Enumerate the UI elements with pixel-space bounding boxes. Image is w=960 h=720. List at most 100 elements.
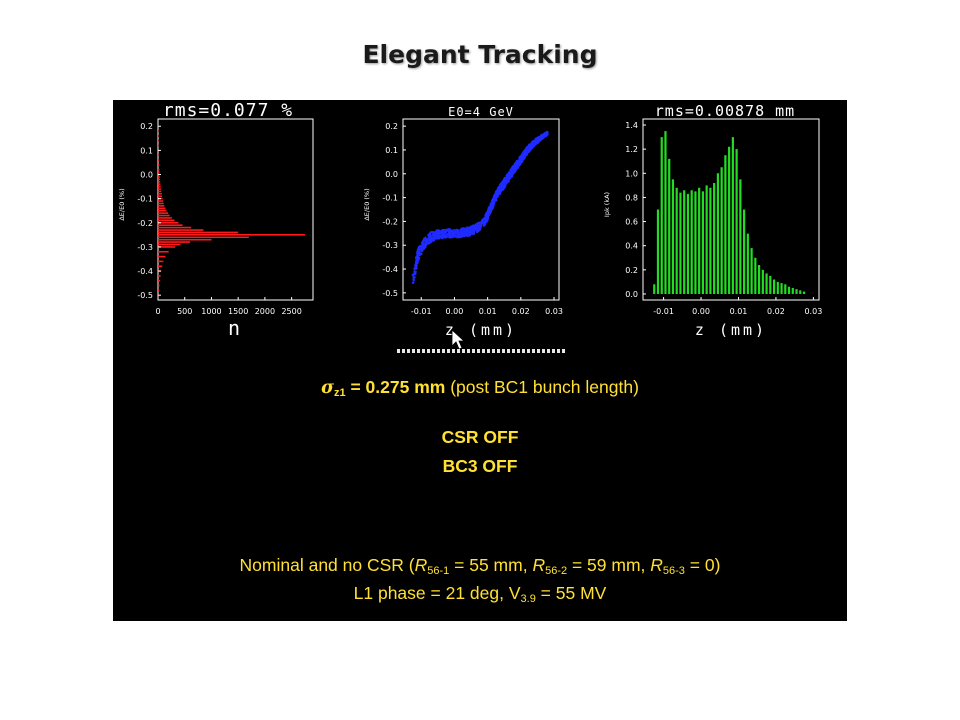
bunch-length-caption: σz1 = 0.275 mm (post BC1 bunch length) xyxy=(113,377,847,399)
scatter-point xyxy=(500,188,503,192)
r2-value: = 59 mm, xyxy=(567,555,651,575)
scatter-point xyxy=(479,224,483,227)
sigma-description: (post BC1 bunch length) xyxy=(445,377,639,397)
scatter-point xyxy=(486,215,490,219)
scatter-point xyxy=(428,232,432,235)
r1-value: = 55 mm, xyxy=(449,555,533,575)
scatter-point xyxy=(433,236,437,240)
scatter-point xyxy=(413,270,416,274)
scatter-point xyxy=(434,234,438,238)
scatter-point xyxy=(540,134,543,138)
y-tick-label: 0.4 xyxy=(625,242,638,251)
r2-subscript: 56-2 xyxy=(545,565,568,577)
plot-frame-2 xyxy=(402,118,560,301)
scatter-point xyxy=(411,281,415,284)
scatter-point xyxy=(468,233,472,237)
x-tick-label: 0.03 xyxy=(804,307,822,316)
y-tick-label: -0.1 xyxy=(382,194,398,203)
plot-frame-1 xyxy=(157,118,314,301)
x-tick-label: 1500 xyxy=(228,307,248,316)
x-tick-label: 2500 xyxy=(281,307,301,316)
x-tick-label: 0.01 xyxy=(479,307,497,316)
r3-subscript: 56-3 xyxy=(662,565,685,577)
scatter-point xyxy=(444,236,448,239)
y-tick-label: 0.8 xyxy=(625,193,638,202)
chart-title-3: rms=0.00878 mm xyxy=(655,102,795,120)
scatter-point xyxy=(496,194,499,198)
y-tick-label: 0.2 xyxy=(140,122,153,131)
x-tick-label: 1000 xyxy=(201,307,221,316)
y-tick-label: 0.2 xyxy=(625,266,638,275)
sigma-symbol: σ xyxy=(321,378,334,398)
scatter-point xyxy=(543,132,547,136)
phase-caption: L1 phase = 21 deg, V3.9 = 55 MV xyxy=(113,583,847,605)
scatter-point xyxy=(448,232,452,235)
scatter-point xyxy=(471,227,475,230)
scatter-point xyxy=(432,239,436,242)
scatter-point xyxy=(424,236,427,240)
x-axis-label-2: z (mm) xyxy=(445,321,517,339)
scatter-point xyxy=(485,218,488,222)
x-tick-label: 0.02 xyxy=(512,307,530,316)
x-tick-label: 0.03 xyxy=(545,307,563,316)
scatter-point xyxy=(522,155,526,159)
scatter-point xyxy=(507,180,510,183)
x-axis-label-1: n xyxy=(228,316,243,340)
y-tick-label: 0.0 xyxy=(385,170,398,179)
scatter-point xyxy=(414,266,418,269)
x-axis-label-3: z (mm) xyxy=(695,321,767,339)
r1-subscript: 56-1 xyxy=(427,565,450,577)
y-tick-label: -0.3 xyxy=(382,241,398,250)
scatter-point xyxy=(513,165,517,168)
scatter-point xyxy=(427,234,431,238)
bc3-status: BC3 OFF xyxy=(442,456,518,476)
y-tick-label: 1.4 xyxy=(625,121,638,130)
y-axis-label-1: ΔE/E0 (%) xyxy=(118,188,126,220)
scatter-point xyxy=(415,264,418,267)
scatter-point xyxy=(527,148,531,152)
footnote-line xyxy=(397,349,567,353)
y-tick-label: -0.2 xyxy=(382,217,398,226)
y-tick-label: 0.0 xyxy=(140,171,153,180)
x-tick-label: -0.01 xyxy=(653,307,674,316)
scatter-point xyxy=(471,225,474,228)
phase-subscript: 3.9 xyxy=(520,593,536,605)
scatter-point xyxy=(424,239,428,242)
scatter-point xyxy=(467,227,471,230)
scatter-point xyxy=(487,206,491,210)
x-tick-label: 0.01 xyxy=(730,307,748,316)
phase-value: = 55 MV xyxy=(535,583,607,603)
scatter-point xyxy=(439,234,443,238)
chart-title-1: rms=0.077 % xyxy=(163,100,293,121)
plots-canvas: 0.20.10.0-0.1-0.2-0.3-0.4-0.50 500 1000 150… xyxy=(118,100,822,350)
y-tick-label: -0.2 xyxy=(137,219,153,228)
scatter-point xyxy=(530,142,533,146)
scatter-point xyxy=(476,228,480,232)
scatter-point xyxy=(427,238,431,241)
scatter-point xyxy=(465,229,469,232)
y-tick-label: -0.4 xyxy=(382,265,398,274)
scatter-point xyxy=(492,202,496,206)
scatter-point xyxy=(437,232,440,235)
csr-status: CSR OFF xyxy=(441,427,519,447)
scatter-point xyxy=(464,232,467,236)
scatter-point xyxy=(489,202,493,205)
scatter-point xyxy=(451,231,455,235)
scatter-point xyxy=(506,176,510,179)
x-tick-label: 0.02 xyxy=(767,307,785,316)
r-symbol-3: R xyxy=(650,555,663,575)
scatter-point xyxy=(412,278,416,282)
scatter-point xyxy=(520,154,524,157)
x-tick-label: 2000 xyxy=(255,307,275,316)
scatter-point xyxy=(480,220,484,223)
scatter-point xyxy=(417,258,420,261)
scatter-point xyxy=(450,229,454,232)
nominal-text: Nominal and no CSR ( xyxy=(239,555,415,575)
scatter-point xyxy=(423,243,427,247)
sigma-value: = 0.275 mm xyxy=(345,377,446,397)
y-tick-label: 1.0 xyxy=(625,169,638,178)
chart-title-2: E0=4 GeV xyxy=(448,105,514,119)
plot-frame-3 xyxy=(642,118,820,301)
scatter-point xyxy=(490,204,494,207)
scatter-point xyxy=(418,251,421,255)
